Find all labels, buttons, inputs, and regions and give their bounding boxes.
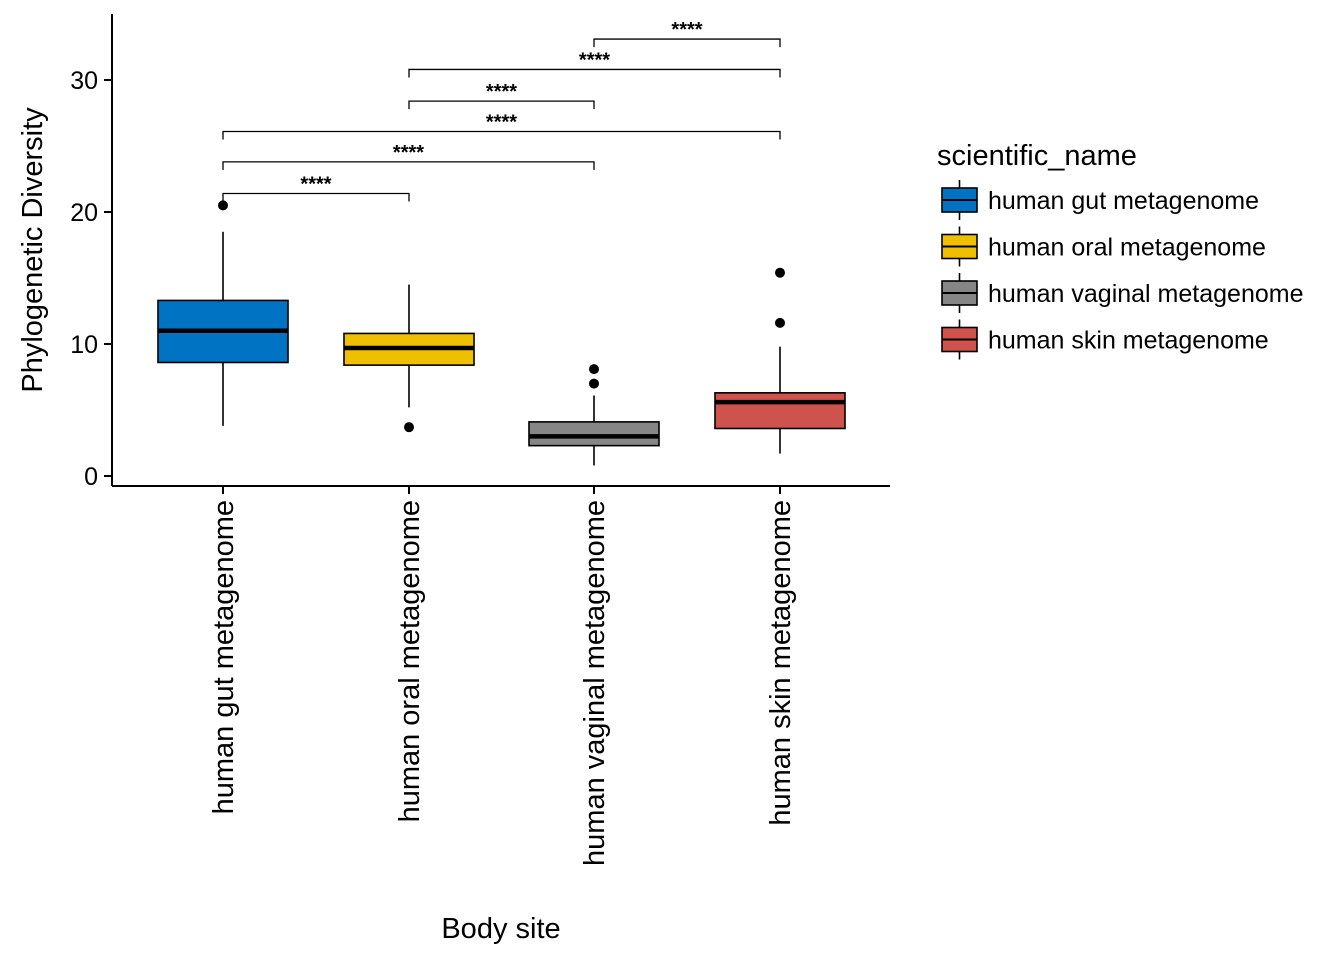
box-body <box>714 392 846 430</box>
significance-label: **** <box>671 19 702 41</box>
outlier-point <box>775 267 785 278</box>
x-axis-title: Body site <box>441 913 560 945</box>
x-tick-label: human oral metagenome <box>394 500 426 822</box>
box-4 <box>714 267 846 454</box>
x-tick-label: human vaginal metagenome <box>579 500 611 866</box>
significance-label: **** <box>393 142 424 164</box>
significance-label: **** <box>486 81 517 103</box>
comparison-bracket: **** <box>408 81 595 110</box>
box-2 <box>343 284 475 433</box>
legend-entry: human skin metagenome <box>941 319 1269 360</box>
legend-label: human gut metagenome <box>988 187 1259 215</box>
comparison-bracket: **** <box>222 111 781 140</box>
bracket-line <box>222 161 595 170</box>
significance-label: **** <box>579 49 610 71</box>
plot-area: **** **** **** **** **** **** <box>157 19 846 466</box>
legend-title: scientific_name <box>937 140 1137 172</box>
comparison-bracket: **** <box>408 49 781 78</box>
outlier-point <box>404 422 414 433</box>
legend-entry: human oral metagenome <box>941 226 1266 267</box>
outlier-point <box>589 378 599 389</box>
bracket-line <box>408 100 595 110</box>
y-tick-label: 0 <box>84 463 98 491</box>
outlier-point <box>775 317 785 328</box>
y-axis-title: Phylogenetic Diversity <box>17 107 49 393</box>
significance-label: **** <box>300 174 331 196</box>
legend-entry: human gut metagenome <box>941 180 1259 220</box>
legend-label: human skin metagenome <box>988 327 1269 355</box>
box-1 <box>157 200 289 426</box>
legend: scientific_name human gut metagenome huma… <box>937 140 1303 360</box>
comparison-bracket: **** <box>222 142 595 170</box>
outlier-point <box>218 200 228 211</box>
box-3 <box>528 364 660 466</box>
axes: 0 10 20 30 human gut metagenome human oral me… <box>70 14 890 866</box>
x-tick-label: human gut metagenome <box>208 500 240 814</box>
outlier-point <box>589 364 599 375</box>
y-tick-label: 10 <box>70 331 98 359</box>
comparison-bracket: **** <box>593 19 781 48</box>
bracket-line <box>222 130 781 140</box>
box-body <box>528 421 660 447</box>
y-tick-label: 20 <box>70 199 98 227</box>
legend-label: human oral metagenome <box>988 234 1266 262</box>
significance-label: **** <box>486 111 517 133</box>
bracket-line <box>593 38 781 48</box>
comparison-bracket: **** <box>222 174 410 202</box>
bracket-line <box>222 192 410 202</box>
x-tick-label: human skin metagenome <box>765 500 797 826</box>
bracket-line <box>408 68 781 78</box>
legend-entry: human vaginal metagenome <box>941 273 1303 313</box>
legend-label: human vaginal metagenome <box>988 280 1303 308</box>
y-tick-label: 30 <box>70 67 98 95</box>
